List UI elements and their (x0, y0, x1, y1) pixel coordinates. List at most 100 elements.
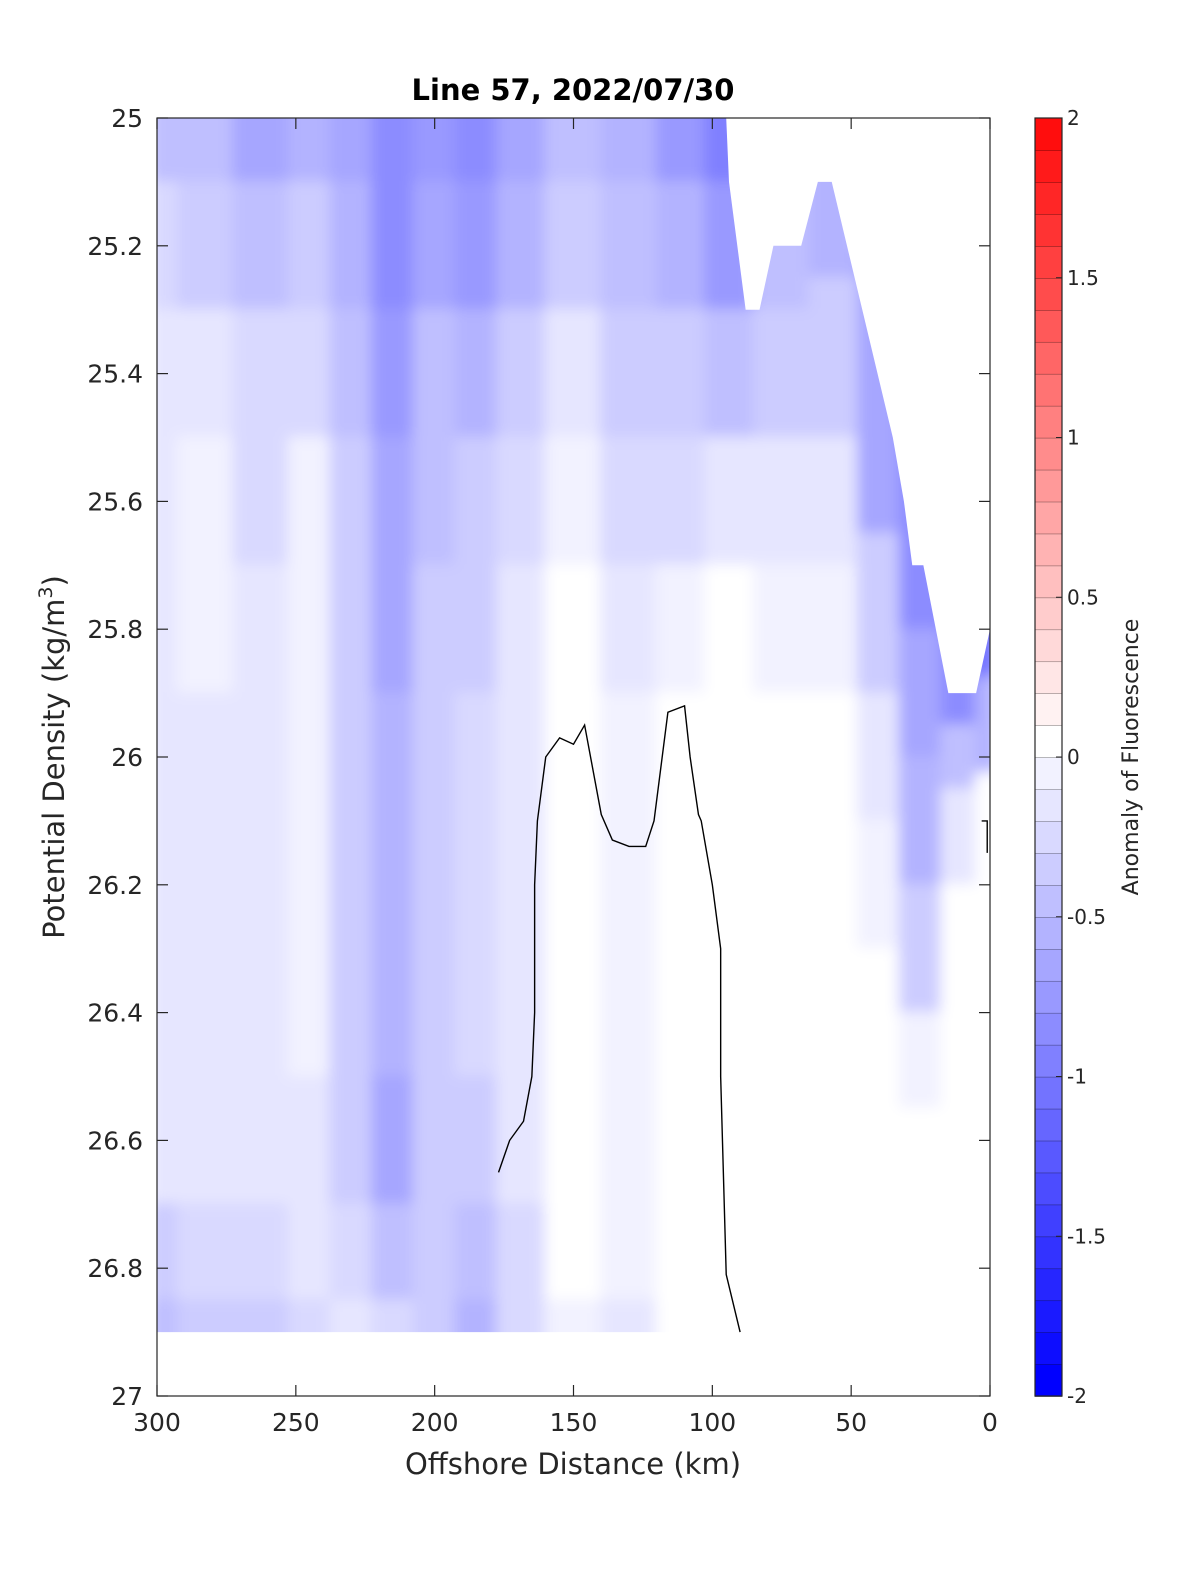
field-cell (655, 819, 707, 950)
x-axis-ticks: 300 250 200 150 100 50 0 (133, 118, 998, 1437)
y-axis-label-superscript: 3 (35, 586, 57, 598)
field-cell (287, 180, 332, 311)
field-cell (454, 308, 499, 439)
field-cell (329, 1075, 374, 1206)
field-cell (496, 564, 547, 695)
field-cell (371, 564, 415, 695)
field-cell (544, 1203, 603, 1302)
field-cell (176, 947, 235, 1078)
colorbar-tick-label: 2 (1067, 106, 1080, 130)
colorbar-level (1034, 724, 1063, 758)
field-cell (898, 756, 943, 886)
field-cell (655, 1075, 707, 1206)
field-cell (412, 436, 457, 567)
x-tick-label: 300 (133, 1408, 181, 1437)
field-cell (454, 1203, 499, 1302)
field-cell (752, 308, 811, 439)
field-cell (857, 947, 901, 1078)
x-tick-label: 100 (688, 1408, 736, 1437)
field-cell (454, 1075, 499, 1206)
field-cell (544, 1299, 603, 1333)
field-cell (544, 819, 603, 950)
field-cell (176, 118, 235, 183)
field-cell (412, 180, 457, 311)
field-cell (371, 308, 415, 439)
field-cell (704, 308, 755, 439)
y-tick-label: 26.6 (87, 1126, 143, 1155)
field-cell (808, 436, 860, 567)
field-cell (752, 819, 811, 950)
colorbar (1034, 117, 1063, 1397)
colorbar-level (1034, 1108, 1063, 1142)
field-cell (600, 1299, 658, 1333)
field-cell (329, 118, 374, 183)
field-cell (857, 1075, 901, 1206)
y-axis-label: Potential Density (kg/m3) (35, 575, 71, 939)
field-cell (975, 771, 990, 886)
field-cell (655, 118, 707, 183)
field-cell (704, 1299, 755, 1333)
field-cell (940, 1011, 978, 1174)
field-cell (412, 1299, 457, 1333)
field-cell (176, 819, 235, 950)
y-tick-label: 26.2 (87, 871, 143, 900)
field-cell (496, 1203, 547, 1302)
field-cell (808, 276, 860, 439)
colorbar-level (1034, 916, 1063, 950)
field-cell (412, 1075, 457, 1206)
colorbar-level (1034, 533, 1063, 567)
field-cell (287, 692, 332, 822)
field-cell (600, 1203, 658, 1302)
colorbar-tick-label: -1 (1067, 1065, 1087, 1089)
colorbar-level (1034, 692, 1063, 726)
field-cell (329, 436, 374, 567)
field-cell (655, 1203, 707, 1302)
colorbar-level (1034, 1299, 1063, 1334)
field-cell (655, 564, 707, 695)
colorbar-level (1034, 884, 1063, 918)
field-cell (287, 564, 332, 695)
chart-title: Line 57, 2022/07/30 (412, 73, 735, 107)
y-tick-label: 25.6 (87, 487, 143, 516)
field-cell (808, 692, 860, 822)
colorbar-level (1034, 852, 1063, 886)
colorbar-level (1034, 1363, 1063, 1397)
field-cell (600, 308, 658, 439)
field-cell (176, 180, 235, 311)
field-cell (808, 1075, 860, 1206)
field-cell (704, 947, 755, 1078)
field-cell (329, 1299, 374, 1333)
field-cell (157, 1299, 179, 1333)
y-tick-label: 25.8 (87, 615, 143, 644)
y-axis-label-close: ) (37, 575, 71, 586)
colorbar-level (1034, 181, 1063, 215)
field-cell (496, 947, 547, 1078)
field-cell (940, 787, 978, 886)
colorbar-level (1034, 1044, 1063, 1078)
x-tick-label: 50 (835, 1408, 867, 1437)
field-cell (454, 180, 499, 311)
colorbar-level (1034, 149, 1063, 183)
y-tick-label: 26.8 (87, 1254, 143, 1283)
field-cell (940, 1171, 978, 1302)
positive-anomaly-patch (837, 878, 846, 956)
field-cell (412, 692, 457, 822)
y-tick-label: 26 (111, 743, 143, 772)
field-cell (176, 1299, 235, 1333)
field-cell (176, 564, 235, 695)
field-cell (655, 947, 707, 1078)
y-tick-label: 25.2 (87, 232, 143, 261)
zero-contour-line (981, 820, 988, 853)
field-cell (412, 308, 457, 439)
field-cell (371, 947, 415, 1078)
field-cell (600, 947, 658, 1078)
field-cell (940, 1299, 978, 1333)
field-cell (329, 947, 374, 1078)
field-cell (371, 692, 415, 822)
field-cell (329, 564, 374, 695)
field-cell (371, 118, 415, 183)
field-cell (704, 1075, 755, 1206)
field-cell (544, 436, 603, 567)
colorbar-level (1034, 948, 1063, 982)
colorbar-label: Anomaly of Fluorescence (1119, 619, 1144, 896)
